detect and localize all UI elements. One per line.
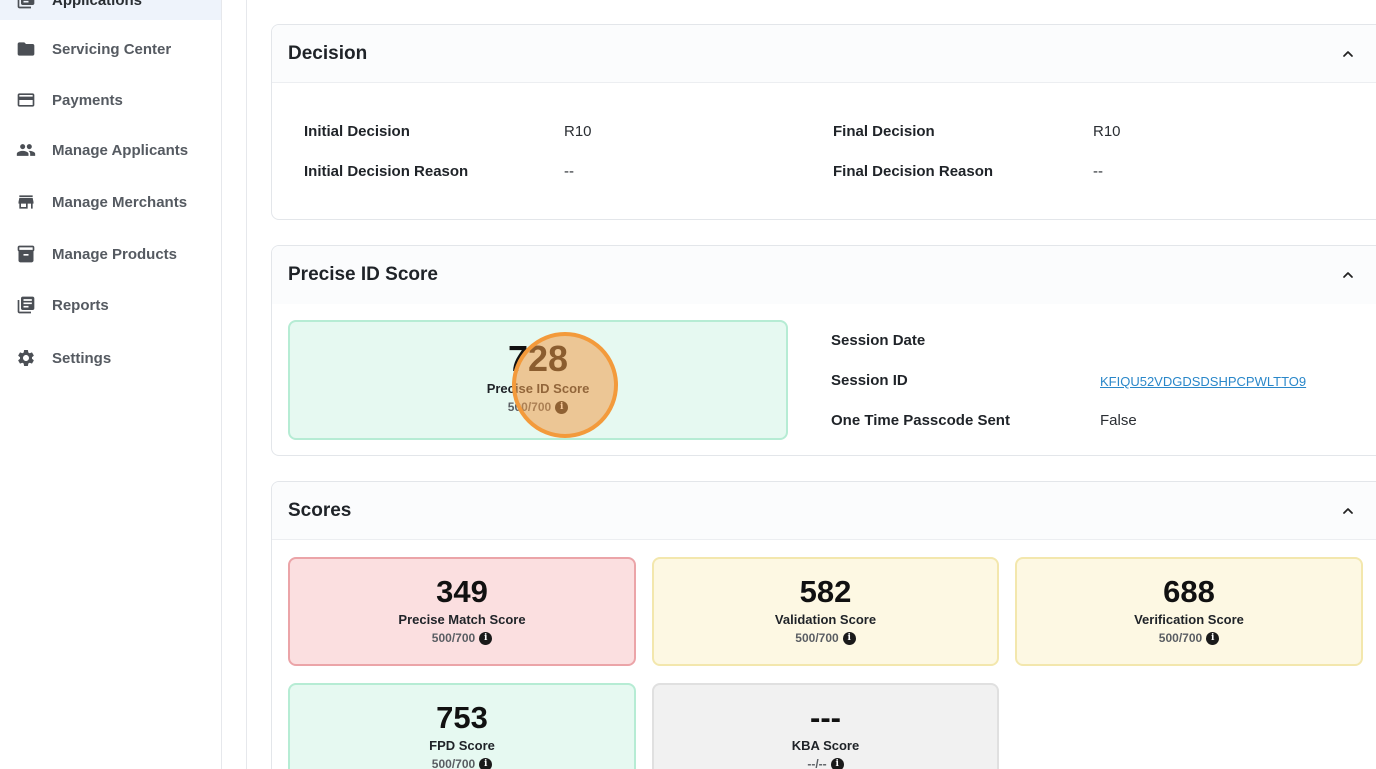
kba-score-tile: --- KBA Score --/-- i: [652, 683, 999, 769]
sidebar-item-label: Reports: [52, 296, 109, 314]
sidebar-item-label: Settings: [52, 349, 112, 367]
sidebar-item-manage-products[interactable]: Manage Products: [0, 234, 221, 274]
otp-sent-value: False: [1100, 412, 1137, 429]
sidebar-item-settings[interactable]: Settings: [0, 338, 221, 378]
score-value: 582: [799, 574, 852, 609]
chevron-up-icon[interactable]: [1340, 267, 1356, 283]
score-label: Precise Match Score: [398, 612, 526, 627]
score-range-text: --/--: [807, 757, 827, 769]
otp-sent-label: One Time Passcode Sent: [831, 412, 1010, 429]
initial-decision-value: R10: [564, 123, 592, 140]
precise-id-score-value: 728: [507, 338, 569, 379]
score-range: 500/700 i: [1158, 631, 1220, 645]
fpd-score-tile: 753 FPD Score 500/700 i: [288, 683, 636, 769]
score-range: 500/700 i: [795, 631, 856, 645]
score-range-text: 500/700: [1158, 631, 1203, 645]
sidebar-item-reports[interactable]: Reports: [0, 285, 221, 325]
applications-icon: [16, 0, 36, 10]
info-icon[interactable]: i: [842, 631, 856, 645]
sidebar-item-applications[interactable]: Applications: [0, 0, 221, 20]
scores-card: Scores 349 Precise Match Score 500/700 i…: [271, 481, 1376, 769]
info-icon[interactable]: i: [1206, 631, 1220, 645]
precise-id-score-label: Precise ID Score: [486, 381, 590, 396]
reports-icon: [16, 295, 36, 315]
sidebar-item-payments[interactable]: Payments: [0, 80, 221, 120]
folder-icon: [16, 39, 36, 59]
scores-card-header[interactable]: Scores: [272, 482, 1376, 540]
decision-card: Decision Initial Decision R10 Initial De…: [271, 24, 1376, 220]
score-label: FPD Score: [429, 738, 495, 753]
score-range-text: 500/700: [507, 400, 552, 414]
gear-icon: [16, 348, 36, 368]
sidebar-item-label: Manage Products: [52, 245, 178, 263]
decision-card-title: Decision: [288, 42, 368, 64]
main-divider: [246, 0, 247, 769]
decision-card-header[interactable]: Decision: [272, 25, 1376, 83]
score-range: --/-- i: [807, 757, 844, 769]
score-range-text: 500/700: [431, 631, 476, 645]
sidebar-item-manage-applicants[interactable]: Manage Applicants: [0, 130, 221, 170]
store-icon: [16, 192, 36, 212]
final-decision-label: Final Decision: [833, 123, 935, 140]
score-label: Validation Score: [774, 612, 877, 627]
info-icon[interactable]: i: [479, 631, 493, 645]
final-decision-reason-label: Final Decision Reason: [833, 163, 994, 180]
precise-id-card-header[interactable]: Precise ID Score: [272, 246, 1376, 304]
score-value: 753: [436, 700, 488, 735]
info-icon[interactable]: i: [830, 757, 844, 769]
score-label: KBA Score: [791, 738, 860, 753]
precise-id-card: Precise ID Score 728 Precise ID Score 50…: [271, 245, 1376, 456]
initial-decision-reason-value: --: [564, 163, 574, 180]
archive-icon: [16, 244, 36, 264]
final-decision-value: R10: [1093, 123, 1121, 140]
info-icon[interactable]: i: [479, 757, 493, 769]
sidebar-item-manage-merchants[interactable]: Manage Merchants: [0, 182, 221, 222]
score-label: Verification Score: [1134, 612, 1244, 627]
score-value: ---: [810, 700, 841, 735]
sidebar-item-label: Payments: [52, 91, 123, 109]
validation-score-tile: 582 Validation Score 500/700 i: [652, 557, 999, 666]
session-date-label: Session Date: [831, 332, 926, 349]
sidebar: Applications Servicing Center Payments M…: [0, 0, 222, 769]
final-decision-reason-value: --: [1093, 163, 1103, 180]
sidebar-item-label: Manage Merchants: [52, 193, 188, 211]
precise-match-score-tile: 349 Precise Match Score 500/700 i: [288, 557, 636, 666]
precise-id-card-title: Precise ID Score: [288, 264, 438, 285]
initial-decision-reason-label: Initial Decision Reason: [304, 163, 469, 180]
chevron-up-icon[interactable]: [1340, 46, 1356, 62]
score-range: 500/700 i: [431, 631, 493, 645]
precise-id-score-range: 500/700 i: [507, 400, 569, 414]
session-id-link[interactable]: KFIQU52VDGDSDSHPCPWLTTO9: [1100, 374, 1307, 389]
info-icon[interactable]: i: [555, 400, 569, 414]
initial-decision-label: Initial Decision: [304, 123, 410, 140]
sidebar-item-servicing-center[interactable]: Servicing Center: [0, 29, 221, 69]
scores-card-title: Scores: [288, 499, 352, 521]
score-range: 500/700 i: [431, 757, 493, 769]
sidebar-item-label: Applications: [52, 0, 143, 9]
precise-id-score-tile: 728 Precise ID Score 500/700 i: [288, 320, 788, 440]
payment-card-icon: [16, 90, 36, 110]
score-value: 688: [1163, 574, 1215, 609]
people-icon: [16, 140, 36, 160]
sidebar-item-label: Manage Applicants: [52, 141, 189, 159]
score-range-text: 500/700: [431, 757, 476, 769]
session-id-label: Session ID: [831, 372, 908, 389]
verification-score-tile: 688 Verification Score 500/700 i: [1015, 557, 1363, 666]
score-value: 349: [436, 574, 488, 609]
score-range-text: 500/700: [795, 631, 839, 645]
chevron-up-icon[interactable]: [1340, 503, 1356, 519]
sidebar-item-label: Servicing Center: [52, 40, 172, 58]
